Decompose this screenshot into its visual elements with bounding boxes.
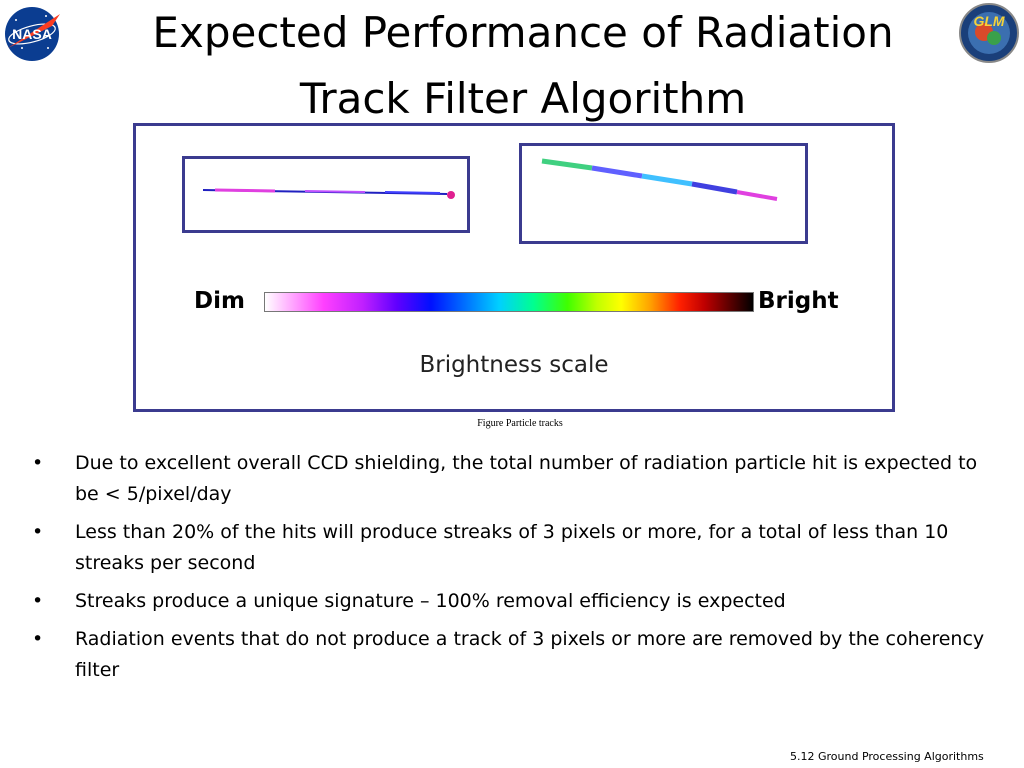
bullet-text: Less than 20% of the hits will produce s… — [75, 521, 949, 574]
figure-caption: Figure Particle tracks — [477, 418, 563, 429]
bullet-item: • Radiation events that do not produce a … — [30, 624, 1000, 686]
nasa-logo-icon: NASA — [5, 7, 60, 61]
bullet-item: • Due to excellent overall CCD shielding,… — [30, 448, 1000, 510]
nasa-logo-text: NASA — [12, 26, 52, 42]
brightness-gradient-bar — [264, 292, 754, 312]
particle-tracks-figure: Dim Bright Brightness scale — [133, 123, 895, 412]
brightness-scale-caption: Brightness scale — [419, 352, 609, 378]
slide-title-line-1: Expected Performance of Radiation — [152, 8, 894, 57]
horizontal-particle-track — [202, 188, 455, 199]
scale-dim-label: Dim — [194, 288, 245, 314]
bullet-text: Streaks produce a unique signature – 100… — [75, 590, 786, 612]
glm-logo-icon: GLM — [959, 3, 1019, 63]
slide-title: Expected Performance of Radiation Track … — [0, 0, 1024, 132]
bullet-text: Radiation events that do not produce a t… — [75, 628, 985, 681]
bullet-marker: • — [32, 521, 44, 543]
bullet-item: • Streaks produce a unique signature – 10… — [30, 586, 1000, 617]
brightness-scale: Dim Bright — [188, 284, 868, 324]
glm-logo-text: GLM — [973, 13, 1004, 29]
bullet-marker: • — [32, 628, 44, 650]
scale-bright-label: Bright — [758, 288, 839, 314]
slide-title-line-2: Track Filter Algorithm — [299, 74, 747, 123]
slide-footer: 5.12 Ground Processing Algorithms — [790, 750, 984, 763]
bullet-marker: • — [32, 590, 44, 612]
bullet-marker: • — [32, 452, 44, 474]
track-panel-diagonal — [519, 143, 808, 244]
bullet-item: • Less than 20% of the hits will produce … — [30, 517, 1000, 579]
track-panel-horizontal — [182, 156, 470, 233]
diagonal-particle-track — [541, 158, 778, 201]
bullet-list: • Due to excellent overall CCD shielding,… — [30, 448, 1000, 693]
bullet-text: Due to excellent overall CCD shielding, … — [75, 452, 978, 505]
